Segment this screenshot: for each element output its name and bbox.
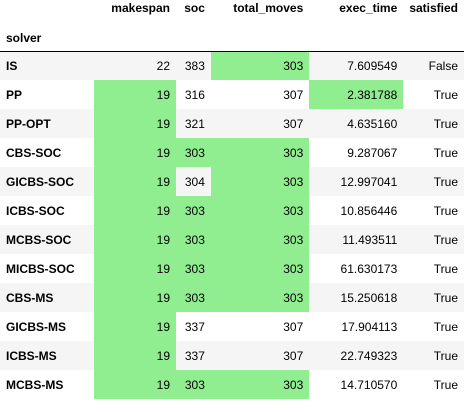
cell-makespan: 19	[94, 254, 176, 283]
cell-exec-time: 4.635160	[347, 116, 398, 131]
table-row: MCBS-SOC 19 303 303 11.493511 True	[0, 225, 464, 254]
cell-total-moves: 303	[210, 167, 310, 196]
blank-corner	[0, 0, 94, 26]
table-row: IS 22 383 303 7.609549 False	[0, 51, 464, 80]
cell-satisfied: True	[433, 290, 458, 305]
cell-makespan: 22	[156, 58, 170, 73]
cell-exec-time: 2.381788	[309, 80, 404, 109]
table-body: IS 22 383 303 7.609549 False PP 19 316 307 2.38178…	[0, 51, 464, 399]
cell-soc: 303	[176, 225, 211, 254]
cell-total-moves: 303	[210, 196, 310, 225]
column-header-row: makespan soc total_moves exec_time satis…	[0, 0, 464, 26]
cell-soc: 303	[176, 196, 211, 225]
table-row: CBS-SOC 19 303 303 9.287067 True	[0, 138, 464, 167]
cell-exec-time: 9.287067	[347, 145, 398, 160]
cell-makespan: 19	[94, 196, 176, 225]
table-row: GICBS-MS 19 337 307 17.904113 True	[0, 312, 464, 341]
table-row: MICBS-SOC 19 303 303 61.630173 True	[0, 254, 464, 283]
cell-soc: 321	[184, 116, 205, 131]
cell-total-moves: 303	[210, 254, 310, 283]
cell-exec-time: 22.749323	[340, 348, 398, 363]
col-header-total-moves: total_moves	[233, 1, 304, 15]
row-label-solver: IS	[6, 58, 18, 73]
cell-makespan: 19	[94, 138, 176, 167]
cell-soc: 303	[176, 254, 211, 283]
row-label-solver: CBS-SOC	[6, 145, 62, 160]
cell-makespan: 19	[94, 283, 176, 312]
cell-makespan: 19	[94, 312, 176, 341]
table-row: GICBS-SOC 19 304 303 12.997041 True	[0, 167, 464, 196]
cell-soc: 303	[176, 370, 211, 399]
cell-makespan: 19	[94, 370, 176, 399]
row-label-solver: GICBS-MS	[6, 319, 66, 334]
cell-total-moves: 307	[283, 116, 304, 131]
cell-total-moves: 307	[283, 348, 304, 363]
col-header-satisfied: satisfied	[409, 1, 458, 15]
cell-makespan: 19	[94, 109, 176, 138]
col-header-exec-time: exec_time	[339, 1, 398, 15]
cell-soc: 304	[184, 174, 205, 189]
cell-satisfied: True	[433, 232, 458, 247]
row-label-solver: MCBS-MS	[6, 377, 64, 392]
cell-makespan: 19	[94, 225, 176, 254]
row-label-solver: PP	[6, 87, 23, 102]
row-label-solver: GICBS-SOC	[6, 174, 75, 189]
cell-satisfied: True	[433, 319, 458, 334]
cell-makespan: 19	[94, 80, 176, 109]
row-label-solver: ICBS-SOC	[6, 203, 65, 218]
cell-satisfied: True	[433, 116, 458, 131]
cell-total-moves: 303	[210, 370, 310, 399]
cell-total-moves: 303	[210, 225, 310, 254]
cell-soc: 303	[176, 138, 211, 167]
cell-satisfied: True	[433, 377, 458, 392]
row-label-solver: ICBS-MS	[6, 348, 57, 363]
cell-exec-time: 14.710570	[340, 377, 398, 392]
cell-satisfied: True	[433, 203, 458, 218]
cell-total-moves: 303	[210, 51, 310, 80]
cell-soc: 337	[184, 348, 205, 363]
cell-satisfied: True	[433, 348, 458, 363]
cell-soc: 383	[184, 58, 205, 73]
cell-satisfied: True	[433, 87, 458, 102]
cell-exec-time: 17.904113	[341, 319, 398, 334]
table-row: ICBS-SOC 19 303 303 10.856446 True	[0, 196, 464, 225]
cell-exec-time: 15.250618	[340, 290, 398, 305]
row-label-solver: MCBS-SOC	[6, 232, 72, 247]
cell-exec-time: 12.997041	[340, 174, 398, 189]
cell-soc: 316	[184, 87, 205, 102]
table-row: MCBS-MS 19 303 303 14.710570 True	[0, 370, 464, 399]
row-label-solver: MICBS-SOC	[6, 261, 75, 276]
results-table: makespan soc total_moves exec_time satis…	[0, 0, 464, 399]
col-header-makespan: makespan	[111, 1, 170, 15]
cell-soc: 337	[184, 319, 205, 334]
index-header-row: solver	[0, 26, 464, 52]
cell-makespan: 19	[94, 167, 176, 196]
table-row: PP-OPT 19 321 307 4.635160 True	[0, 109, 464, 138]
cell-total-moves: 303	[210, 283, 310, 312]
col-header-soc: soc	[184, 1, 205, 15]
cell-exec-time: 61.630173	[340, 261, 398, 276]
cell-exec-time: 10.856446	[340, 203, 398, 218]
cell-satisfied: True	[433, 174, 458, 189]
table-row: CBS-MS 19 303 303 15.250618 True	[0, 283, 464, 312]
row-label-solver: PP-OPT	[6, 116, 51, 131]
cell-soc: 303	[176, 283, 211, 312]
cell-total-moves: 307	[283, 87, 304, 102]
cell-makespan: 19	[94, 341, 176, 370]
table-row: ICBS-MS 19 337 307 22.749323 True	[0, 341, 464, 370]
cell-total-moves: 303	[210, 138, 310, 167]
table-row: PP 19 316 307 2.381788 True	[0, 80, 464, 109]
cell-exec-time: 11.493511	[342, 232, 398, 247]
cell-exec-time: 7.609549	[347, 58, 398, 73]
cell-satisfied: True	[433, 145, 458, 160]
index-name: solver	[0, 26, 95, 52]
cell-total-moves: 307	[283, 319, 304, 334]
cell-satisfied: True	[433, 261, 458, 276]
cell-satisfied: False	[428, 58, 458, 73]
row-label-solver: CBS-MS	[6, 290, 54, 305]
